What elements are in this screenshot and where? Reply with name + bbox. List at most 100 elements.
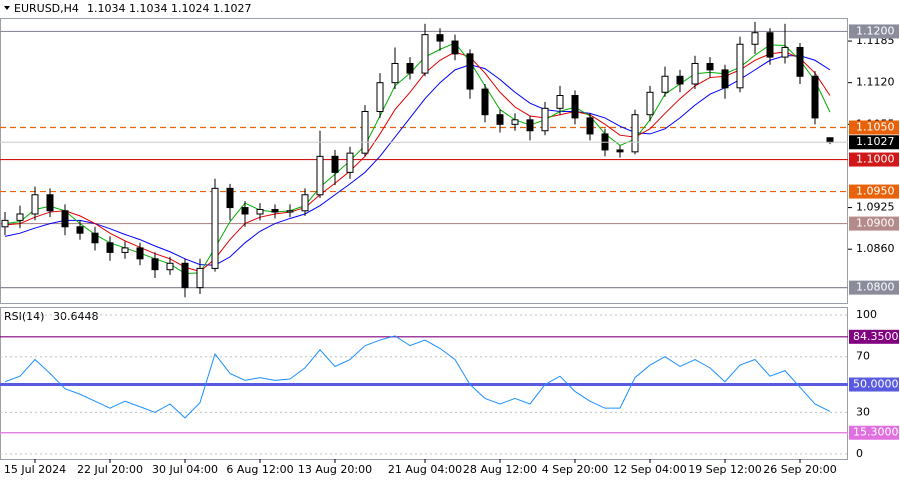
candle-body	[721, 69, 729, 89]
level-tag	[849, 120, 899, 135]
candle-body	[511, 119, 519, 125]
candle-body	[661, 75, 669, 93]
price-label: 1.1027	[856, 135, 895, 148]
candle-body	[586, 117, 594, 135]
rsi-tick-label: 70	[856, 350, 870, 363]
rsi-level-tag	[849, 329, 899, 344]
moving-average	[4, 51, 831, 273]
rsi-level-label: 50.0000	[853, 378, 899, 391]
candle-body	[166, 262, 174, 271]
candle-body	[826, 137, 834, 143]
candle-body	[811, 75, 819, 119]
rsi-last: 30.6448	[53, 310, 99, 323]
rsi-tick-label: 0	[856, 447, 863, 460]
candle-body	[766, 32, 774, 58]
candle-body	[121, 247, 129, 253]
rsi-line	[4, 335, 831, 419]
candle-body	[646, 91, 654, 116]
x-tick-label: 21 Aug 04:00	[388, 463, 462, 476]
candle-body	[556, 94, 564, 109]
candle-body	[331, 155, 339, 173]
x-tick-label: 4 Sep 20:00	[542, 463, 608, 476]
candle-body	[286, 210, 294, 213]
x-tick-label: 13 Aug 20:00	[298, 463, 372, 476]
candle-body	[541, 107, 549, 132]
level-tag	[849, 24, 899, 39]
candle-body	[706, 62, 714, 71]
level-tag	[849, 184, 899, 199]
candle-body	[226, 187, 234, 209]
candle-body	[481, 88, 489, 116]
rsi-level-label: 15.3000	[853, 426, 899, 439]
candle-body	[106, 242, 114, 253]
symbol: EURUSD,H4	[14, 2, 79, 15]
candle-body	[76, 226, 84, 234]
candle-body	[616, 149, 624, 153]
candle-body	[451, 40, 459, 55]
moving-average	[4, 55, 831, 266]
rsi-level-label: 84.3500	[853, 330, 899, 343]
menu-arrow[interactable]	[4, 6, 10, 10]
rsi-title: RSI(14)	[4, 310, 44, 323]
candle-body	[496, 114, 504, 125]
candle-body	[421, 34, 429, 74]
candle-body	[406, 62, 414, 74]
candle-body	[16, 213, 24, 221]
moving-average	[4, 42, 831, 275]
x-tick-label: 30 Jul 04:00	[152, 463, 218, 476]
price-tag	[849, 135, 899, 150]
candle-body	[526, 119, 534, 132]
candle-body	[691, 62, 699, 85]
x-tick-label: 6 Aug 12:00	[226, 463, 293, 476]
candle-body	[676, 75, 684, 85]
y-tick-label: 1.1120	[856, 76, 895, 89]
y-tick-label: 1.0925	[856, 201, 895, 214]
candle-body	[361, 111, 369, 154]
candle-body	[31, 194, 39, 215]
candle-body	[631, 114, 639, 153]
rsi-tick-label: 100	[856, 308, 877, 321]
level-label: 1.1050	[856, 121, 895, 134]
candle-body	[271, 208, 279, 213]
candle-body	[466, 53, 474, 90]
x-tick-label: 26 Sep 20:00	[763, 463, 836, 476]
candle-body	[316, 155, 324, 196]
rsi-level-tag	[849, 425, 899, 440]
candle-body	[91, 232, 99, 244]
x-tick-label: 19 Sep 12:00	[688, 463, 761, 476]
level-tag	[849, 216, 899, 231]
candle-body	[196, 267, 204, 289]
candle-body	[796, 46, 804, 77]
candle-body	[136, 247, 144, 260]
rsi-level-tag	[849, 377, 899, 392]
candle-body	[241, 207, 249, 215]
header-close: 1.1027	[213, 2, 252, 15]
candle-body	[61, 210, 69, 228]
level-label: 1.0950	[856, 185, 895, 198]
x-tick-label: 12 Sep 04:00	[613, 463, 686, 476]
header-high: 1.1034	[129, 2, 168, 15]
header-low: 1.1024	[171, 2, 210, 15]
level-tag	[849, 280, 899, 295]
y-tick-label: 1.0860	[856, 242, 895, 255]
price-panel-frame	[0, 18, 848, 304]
level-label: 1.1200	[856, 24, 895, 37]
candle-body	[736, 43, 744, 89]
x-tick-label: 15 Jul 2024	[4, 463, 66, 476]
level-tag	[849, 152, 899, 167]
candle-body	[751, 32, 759, 45]
header-open: 1.1034	[87, 2, 126, 15]
candle-body	[376, 82, 384, 113]
candle-body	[346, 152, 354, 173]
candle-body	[181, 262, 189, 289]
candle-body	[256, 208, 264, 215]
candle-body	[571, 94, 579, 119]
candle-body	[1, 219, 9, 228]
x-tick-label: 22 Jul 20:00	[77, 463, 143, 476]
candle-body	[211, 187, 219, 269]
candle-body	[151, 258, 159, 271]
candle-body	[46, 194, 54, 212]
rsi-tick-label: 30	[856, 405, 870, 418]
